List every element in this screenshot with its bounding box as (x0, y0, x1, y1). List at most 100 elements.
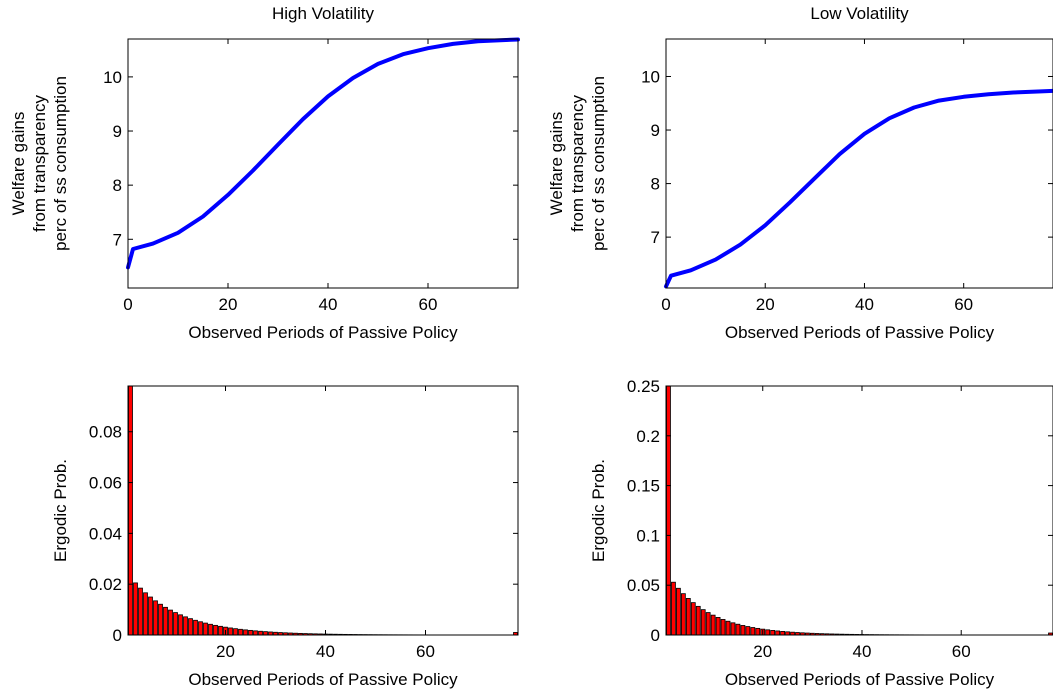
x-tick-label: 0 (123, 295, 132, 314)
series-line (126, 37, 520, 270)
panel-3: 20 40 60 0 0.02 0.04 0.06 0.08 Observed Periods … (51, 385, 519, 689)
y-tick-label: 0.2 (636, 427, 660, 446)
y-tick-label: 0.02 (89, 575, 122, 594)
bar (238, 628, 243, 636)
x-tick-label: 40 (319, 295, 338, 314)
bar (765, 629, 771, 636)
y-axis-label: Ergodic Prob. (51, 459, 70, 562)
bar (218, 625, 223, 636)
bar (780, 631, 785, 636)
x-axis-label: Observed Periods of Passive Policy (188, 670, 458, 689)
panel-4: 20 40 60 0 0.05 0.1 0.15 0.2 0.25 Observed Period… (589, 377, 1053, 689)
x-tick-label: 20 (219, 295, 238, 314)
bar (138, 587, 143, 636)
panel-title: Low Volatility (810, 4, 909, 23)
panel-title: High Volatility (272, 4, 375, 23)
x-tick-label: 60 (954, 295, 973, 314)
x-tick-label: 40 (853, 642, 872, 661)
y-tick-label: 0.05 (627, 576, 660, 595)
bar (775, 630, 781, 636)
bar (168, 609, 173, 636)
bar (258, 630, 263, 636)
y-tick-label: 10 (103, 68, 122, 87)
x-axis-label: Observed Periods of Passive Policy (725, 323, 995, 342)
bar (178, 614, 183, 636)
panel-1: High Volatility 0 20 40 60 7 8 9 10 Observed Peri… (9, 4, 520, 342)
bar (193, 619, 198, 636)
bar (233, 628, 238, 636)
bar (720, 619, 726, 636)
y-tick-label: 0.06 (89, 474, 122, 493)
bar (680, 593, 686, 636)
bar (725, 620, 731, 636)
x-tick-label: 60 (416, 642, 435, 661)
y-tick-label: 0.04 (89, 524, 122, 543)
axes-box (127, 385, 519, 636)
bar (730, 622, 736, 636)
y-tick-label: 0 (113, 626, 122, 645)
x-axis-label: Observed Periods of Passive Policy (725, 670, 995, 689)
y-axis-label-line: Welfare gains (9, 112, 28, 216)
bar (740, 625, 746, 636)
bar (715, 617, 721, 636)
bar (148, 596, 153, 636)
bar (213, 624, 218, 636)
bar (163, 606, 168, 636)
bar (770, 630, 776, 636)
axes-box (127, 38, 519, 289)
bar (173, 612, 178, 636)
x-tick-label: 20 (756, 295, 775, 314)
axes-box (665, 385, 1053, 636)
y-tick-label: 0 (651, 626, 660, 645)
y-tick-label: 0.25 (627, 377, 660, 396)
bar (710, 614, 716, 636)
bar (243, 629, 248, 636)
y-axis-label: Ergodic Prob. (589, 459, 608, 562)
bar (735, 623, 741, 636)
bar (228, 627, 233, 636)
x-tick-label: 60 (419, 295, 438, 314)
y-axis-label-line: from transparency (568, 95, 587, 232)
bar (685, 598, 691, 636)
bar (248, 629, 253, 636)
bar (690, 602, 696, 636)
y-tick-label: 7 (651, 228, 660, 247)
y-tick-label: 0.15 (627, 477, 660, 496)
bar (208, 623, 213, 636)
panel-2: Low Volatility 0 20 40 60 7 8 9 10 Observed Perio… (547, 4, 1053, 342)
y-tick-label: 8 (113, 176, 122, 195)
bar (705, 612, 711, 636)
bar (183, 616, 188, 636)
bar (750, 627, 756, 636)
bar (203, 622, 208, 636)
y-tick-label: 0.08 (89, 423, 122, 442)
bar (755, 627, 761, 636)
bar (263, 631, 268, 636)
x-tick-label: 60 (952, 642, 971, 661)
y-tick-label: 8 (651, 175, 660, 194)
y-tick-label: 0.1 (636, 526, 660, 545)
bar (143, 592, 148, 636)
x-tick-label: 20 (216, 642, 235, 661)
bar (198, 621, 203, 636)
x-tick-label: 40 (316, 642, 335, 661)
y-axis-label-line: from transparency (30, 95, 49, 232)
bar (153, 600, 158, 636)
x-tick-label: 20 (753, 642, 772, 661)
y-tick-label: 10 (641, 67, 660, 86)
y-tick-label: 7 (113, 230, 122, 249)
y-axis-label-line: Welfare gains (547, 112, 566, 216)
axes-box (665, 38, 1053, 289)
bar (676, 587, 681, 636)
bar (253, 630, 258, 636)
series-line (664, 88, 1053, 289)
y-tick-label: 9 (113, 122, 122, 141)
bar (695, 605, 701, 636)
x-axis-label: Observed Periods of Passive Policy (188, 323, 458, 342)
bar (745, 626, 751, 636)
bar (128, 385, 133, 636)
y-axis-label-line: perc of ss consumption (589, 76, 608, 251)
bar (671, 581, 676, 636)
y-axis-label-line: perc of ss consumption (51, 76, 70, 251)
